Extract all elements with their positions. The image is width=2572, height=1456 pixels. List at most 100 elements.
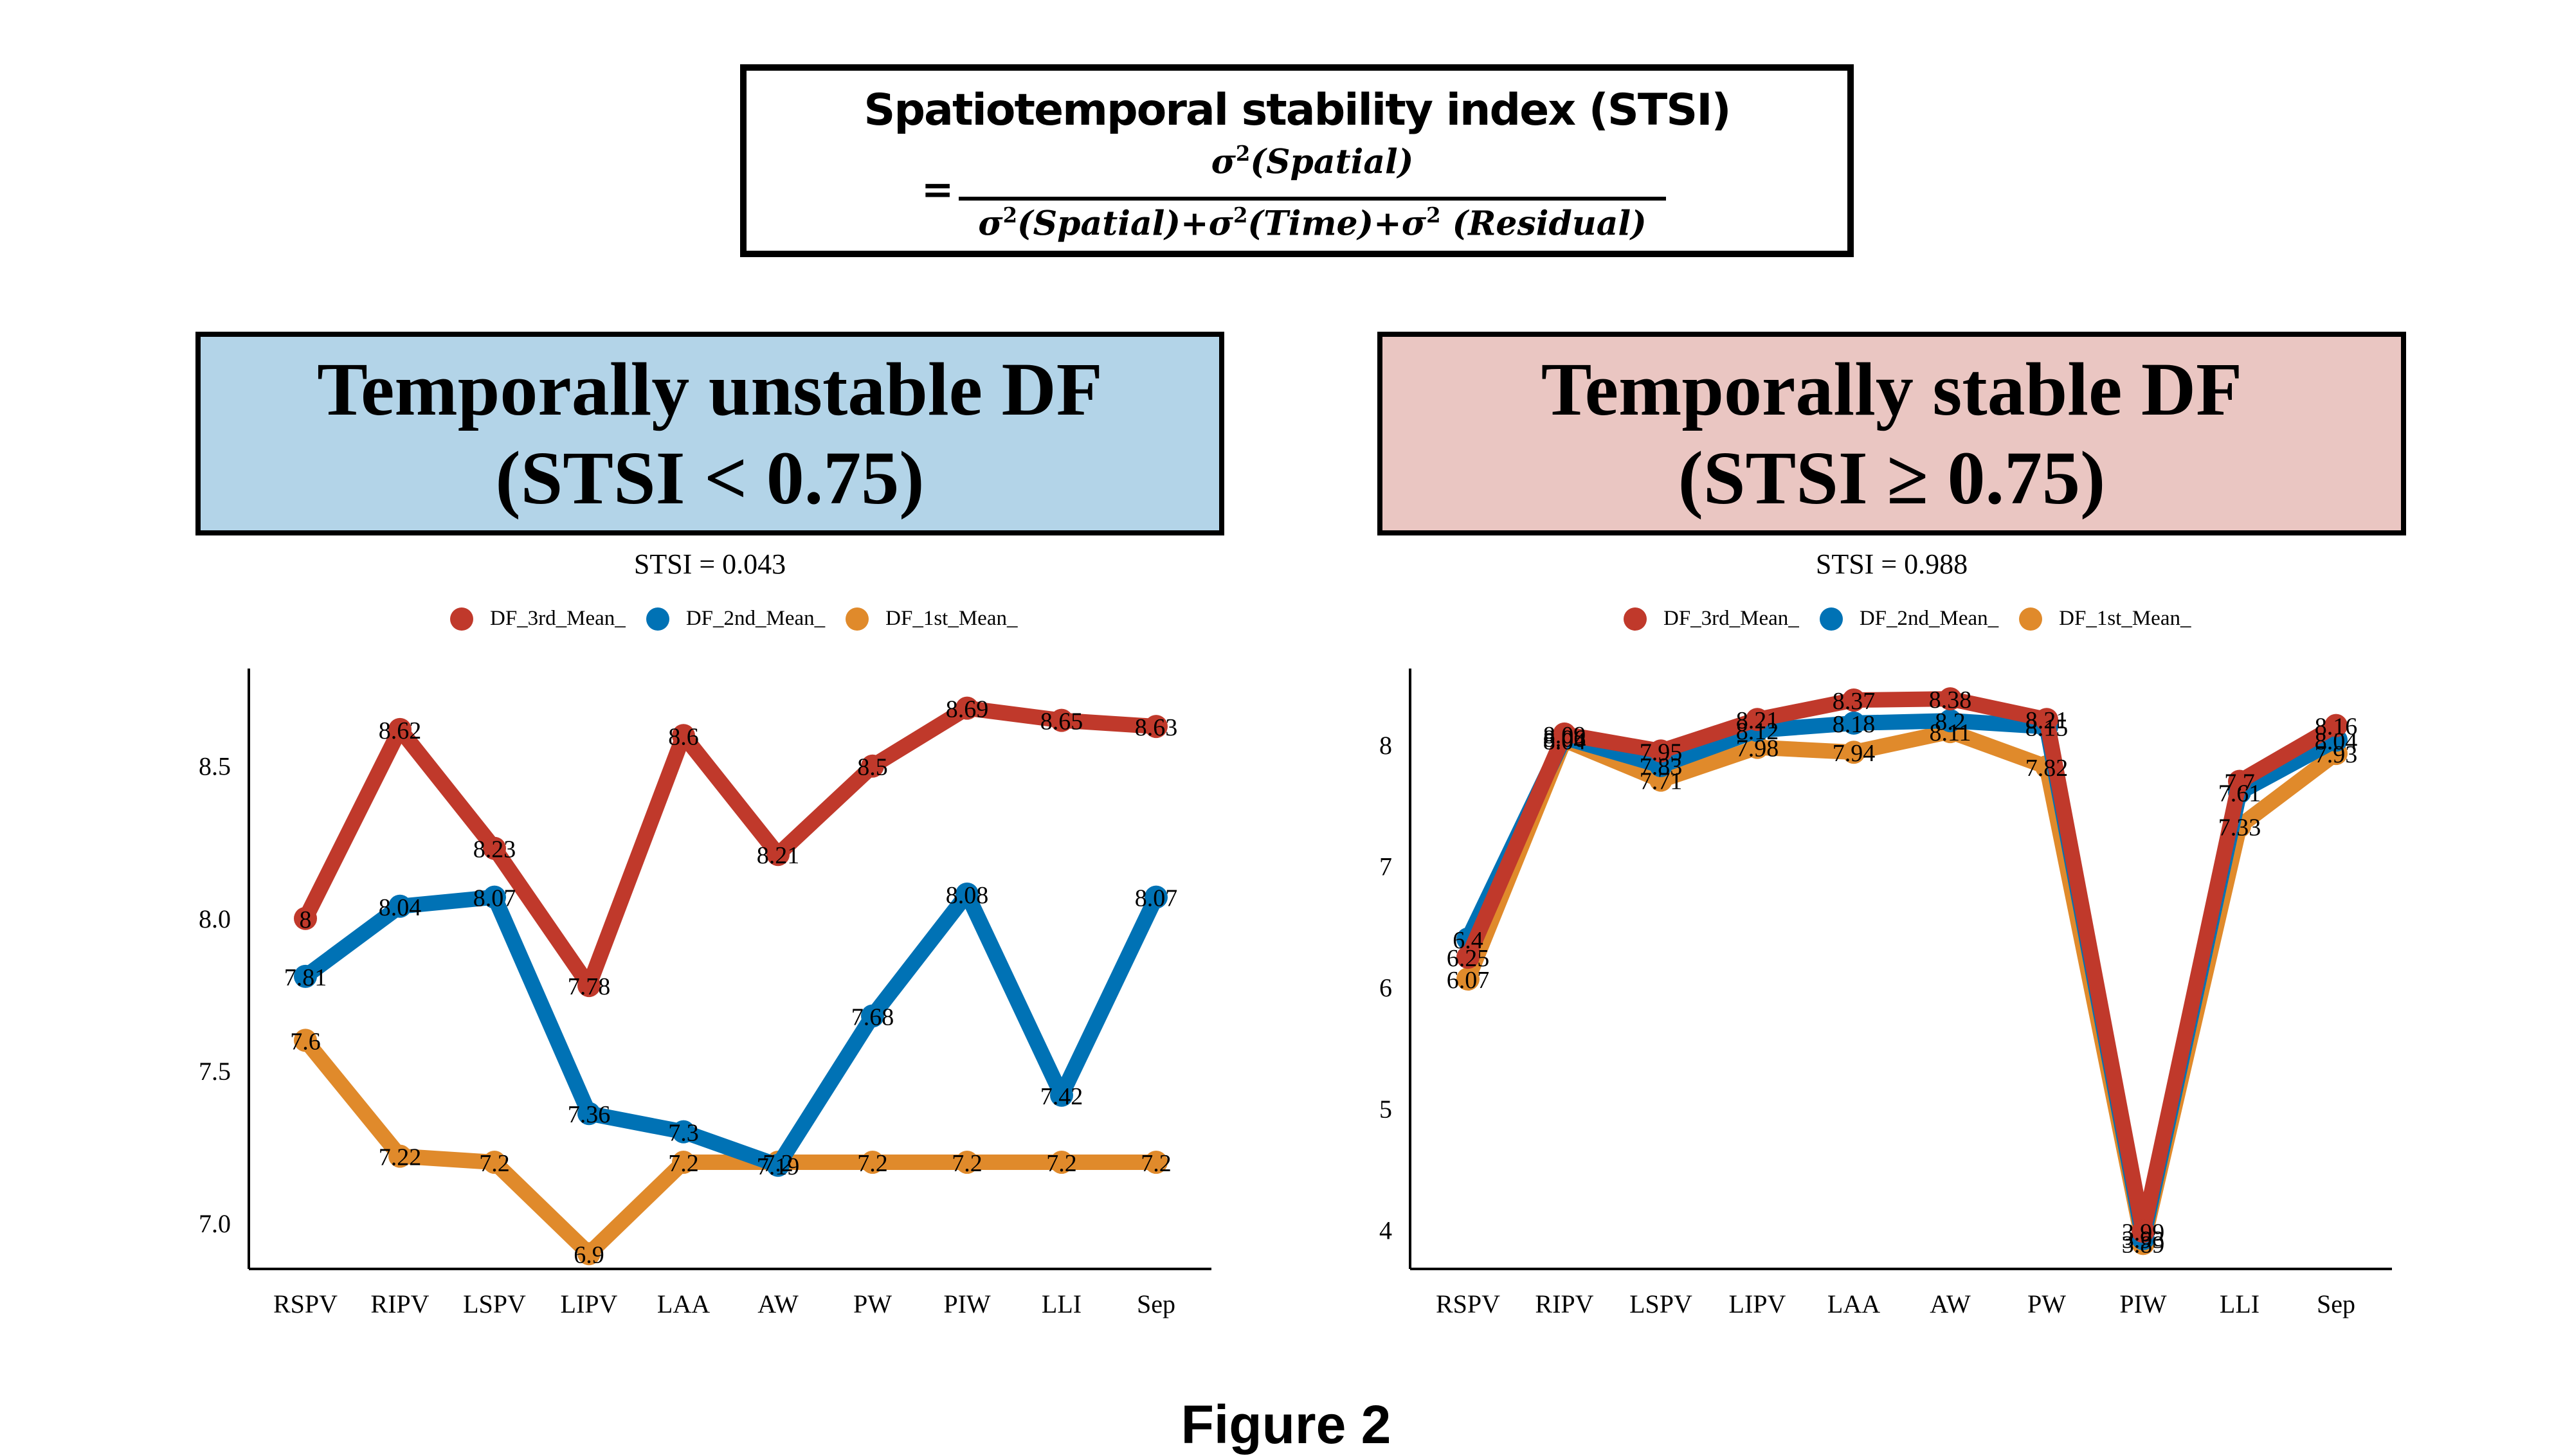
left-data-point: [483, 836, 506, 860]
left-data-label: 7.2: [763, 1150, 793, 1177]
left-data-point: [1050, 708, 1073, 732]
legend-marker-1st: [2019, 607, 2043, 631]
unstable-header-box: Temporally unstable DF (STSI < 0.75): [195, 332, 1224, 535]
legend-marker-1st: [846, 607, 869, 631]
right-data-label: 7.83: [1640, 753, 1683, 780]
legend-marker-3rd: [1624, 607, 1647, 631]
right-data-point: [1553, 722, 1576, 746]
left-data-point: [672, 724, 695, 748]
left-data-point: [483, 1151, 506, 1174]
left-legend: DF_3rd_Mean_ DF_2nd_Mean_ DF_1st_Mean_: [450, 607, 1038, 631]
left-data-label: 8.04: [379, 894, 422, 921]
left-y-tick-label: 8.5: [199, 752, 231, 781]
right-data-point: [1649, 739, 1672, 763]
right-data-label: 8.09: [1543, 722, 1586, 749]
right-x-tick-label: PW: [2027, 1290, 2066, 1318]
left-data-label: 7.2: [668, 1150, 699, 1177]
left-data-point: [861, 1151, 884, 1174]
right-data-point: [1746, 708, 1769, 732]
left-data-point: [861, 1004, 884, 1028]
legend-item-1st: DF_1st_Mean_: [846, 607, 1017, 631]
right-data-label: 8.16: [2315, 714, 2358, 741]
right-y-tick-label: 8: [1379, 731, 1392, 760]
right-data-point: [2035, 708, 2058, 732]
right-data-label: 7.93: [2315, 741, 2358, 768]
left-data-label: 7.2: [857, 1150, 888, 1177]
right-data-label: 7.95: [1640, 739, 1683, 766]
left-data-point: [577, 1242, 601, 1266]
left-data-point: [1145, 715, 1168, 739]
left-data-label: 7.36: [568, 1101, 611, 1128]
legend-item-2nd: DF_2nd_Mean_: [646, 607, 825, 631]
right-data-point: [1842, 711, 1865, 735]
right-y-tick-label: 6: [1379, 973, 1392, 1002]
left-series-line-DF_3rd_Mean_: [298, 700, 1164, 994]
right-data-label: 7.7: [2224, 769, 2255, 796]
right-x-tick-label: LLI: [2220, 1290, 2260, 1318]
left-data-label: 8.5: [857, 754, 888, 781]
left-x-tick-label: Sep: [1137, 1290, 1175, 1318]
left-data-label: 8.62: [379, 717, 422, 744]
legend-marker-2nd: [1819, 607, 1843, 631]
left-data-label: 7.2: [479, 1150, 510, 1177]
left-data-label: 8.65: [1040, 708, 1083, 735]
left-data-label: 7.81: [284, 964, 327, 991]
left-data-point: [1050, 1083, 1073, 1107]
right-legend: DF_3rd_Mean_ DF_2nd_Mean_ DF_1st_Mean_: [1624, 607, 2211, 631]
formula-equals: =: [921, 167, 954, 212]
right-data-point: [1939, 687, 1962, 711]
left-x-tick-label: RIPV: [370, 1290, 429, 1318]
left-x-tick-label: PW: [853, 1290, 892, 1318]
right-data-point: [1746, 735, 1769, 759]
left-data-point: [1145, 1151, 1168, 1174]
left-data-point: [388, 894, 412, 918]
right-data-label: 8.21: [1736, 707, 1779, 734]
right-data-point: [1939, 709, 1962, 733]
right-data-label: 7.71: [1640, 768, 1683, 795]
right-data-label: 8.06: [1543, 726, 1586, 753]
left-data-label: 8.6: [668, 723, 699, 750]
right-series-line-DF_3rd_Mean_: [1460, 691, 2344, 1239]
right-x-tick-label: LIPV: [1729, 1290, 1786, 1318]
left-data-point: [955, 882, 979, 906]
right-chart-title: STSI = 0.988: [1815, 548, 1968, 580]
left-data-label: 7.42: [1040, 1083, 1083, 1110]
legend-label-3rd: DF_3rd_Mean_: [490, 607, 626, 630]
right-data-point: [2228, 769, 2251, 793]
left-data-point: [861, 754, 884, 778]
formula-title: Spatiotemporal stability index (STSI): [864, 85, 1731, 136]
right-series-line-DF_1st_Mean_: [1460, 724, 2344, 1252]
left-x-tick-label: PIW: [943, 1290, 991, 1318]
right-x-tick-label: PIW: [2119, 1290, 2167, 1318]
legend-item-1st: DF_1st_Mean_: [2019, 607, 2191, 631]
left-data-label: 7.6: [290, 1028, 321, 1055]
left-data-point: [1145, 885, 1168, 909]
legend-label-2nd: DF_2nd_Mean_: [1859, 607, 1999, 630]
legend-marker-3rd: [450, 607, 473, 631]
left-data-label: 8.07: [1135, 885, 1178, 912]
right-data-label: 8.38: [1929, 687, 1972, 714]
right-x-tick-label: Sep: [2317, 1290, 2355, 1318]
right-data-point: [2324, 714, 2348, 737]
right-x-tick-label: RSPV: [1436, 1290, 1500, 1318]
left-data-label: 6.9: [574, 1241, 604, 1268]
left-data-label: 7.68: [851, 1003, 894, 1030]
left-data-label: 8: [300, 906, 312, 933]
left-y-tick-label: 7.5: [199, 1057, 231, 1086]
left-y-tick-label: 8.0: [199, 904, 231, 933]
left-data-label: 7.19: [757, 1153, 800, 1180]
stsi-formula-box: Spatiotemporal stability index (STSI) = …: [740, 64, 1854, 257]
left-data-label: 8.63: [1135, 714, 1178, 741]
right-data-label: 8.18: [1833, 711, 1876, 738]
left-data-point: [766, 843, 790, 867]
right-data-label: 7.61: [2218, 780, 2261, 807]
left-data-point: [294, 906, 317, 930]
right-data-label: 8.04: [1543, 728, 1586, 755]
left-x-tick-label: LIPV: [561, 1290, 618, 1318]
right-y-tick-label: 7: [1379, 852, 1392, 881]
left-data-point: [388, 1144, 412, 1168]
left-y-tick-label: 7.0: [199, 1209, 231, 1238]
left-data-label: 7.2: [1046, 1150, 1077, 1177]
right-data-label: 8.11: [1929, 719, 1971, 746]
